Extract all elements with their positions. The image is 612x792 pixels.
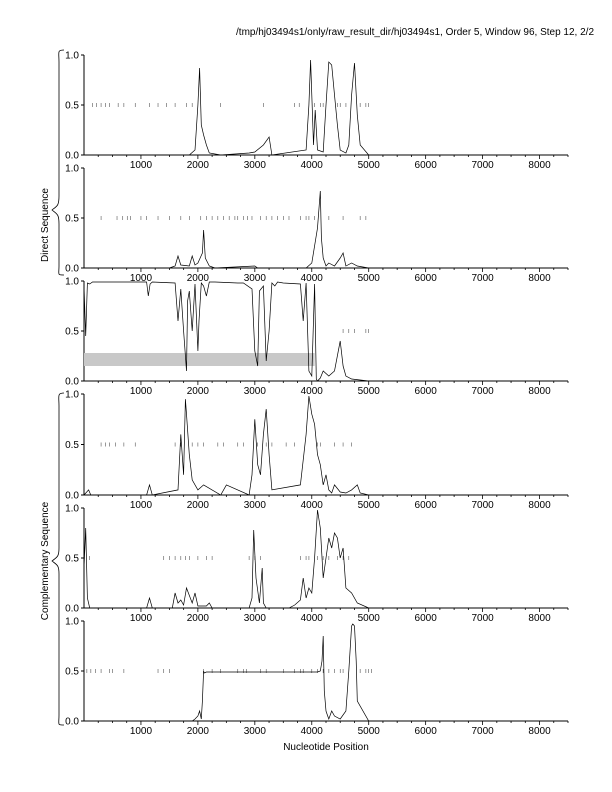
x-tick-label: 2000 [187, 273, 210, 284]
x-tick-label: 4000 [301, 500, 324, 511]
series-line-1 [83, 509, 568, 609]
x-tick-label: 8000 [528, 273, 551, 284]
x-tick-label: 6000 [415, 386, 438, 397]
series-line-1 [84, 623, 568, 722]
y-tick-label: 1.0 [65, 164, 79, 175]
x-tick-label: 5000 [358, 273, 381, 284]
x-tick-label: 3000 [244, 613, 267, 624]
x-tick-label: 3000 [244, 273, 267, 284]
x-tick-label: 4000 [301, 273, 324, 284]
x-tick-label: 2000 [187, 500, 210, 511]
panel-3: 0.0 0.5 1.0 1000 2000 3000 4000 5000 6000 7000 800… [65, 277, 569, 397]
x-tick-label: 6000 [415, 613, 438, 624]
x-tick-label: 5000 [358, 160, 381, 171]
y-tick-label: 0.5 [65, 440, 79, 451]
x-axis-label: Nucleotide Position [283, 742, 369, 753]
series-line-1 [83, 395, 568, 496]
y-tick-label: 0.5 [65, 327, 79, 338]
x-tick-label: 1000 [130, 273, 153, 284]
complementary-sequence-brace [51, 392, 65, 726]
x-tick-label: 8000 [528, 500, 551, 511]
x-tick-label: 5000 [358, 613, 381, 624]
complementary-sequence-label: Complementary Sequence [40, 501, 51, 620]
x-tick-label: 2000 [187, 613, 210, 624]
x-tick-label: 1000 [130, 726, 153, 737]
x-tick-label: 4000 [301, 386, 324, 397]
panel-5: 0.0 0.5 1.0 1000 2000 3000 4000 5000 6000 7000 800… [65, 504, 569, 624]
x-tick-label: 2000 [187, 160, 210, 171]
series-line-1 [84, 190, 568, 269]
y-tick-label: 0.0 [65, 377, 79, 388]
y-tick-label: 0.5 [65, 101, 79, 112]
x-tick-label: 7000 [471, 613, 494, 624]
y-tick-label: 0.0 [65, 491, 79, 502]
direct-sequence-brace [51, 49, 65, 276]
x-tick-label: 8000 [528, 386, 551, 397]
x-tick-label: 5000 [358, 726, 381, 737]
x-tick-label: 7000 [471, 160, 494, 171]
x-tick-label: 6000 [415, 160, 438, 171]
panels: 0.0 0.5 1.0 1000 2000 3000 4000 5000 6000 7000 800… [65, 51, 569, 737]
x-tick-label: 5000 [358, 386, 381, 397]
x-tick-label: 8000 [528, 726, 551, 737]
x-tick-label: 5000 [358, 500, 381, 511]
x-tick-label: 7000 [471, 273, 494, 284]
x-tick-label: 3000 [244, 386, 267, 397]
y-tick-label: 0.0 [65, 264, 79, 275]
x-tick-label: 3000 [244, 500, 267, 511]
x-tick-label: 4000 [301, 613, 324, 624]
x-tick-label: 7000 [471, 500, 494, 511]
y-tick-label: 1.0 [65, 617, 79, 628]
direct-sequence-label: Direct Sequence [40, 188, 51, 262]
y-tick-label: 0.0 [65, 151, 79, 162]
x-tick-label: 1000 [130, 160, 153, 171]
x-tick-label: 6000 [415, 273, 438, 284]
series-line-1 [83, 281, 568, 382]
panel-4: 0.0 0.5 1.0 1000 2000 3000 4000 5000 6000 7000 800… [65, 390, 569, 511]
x-tick-label: 6000 [415, 726, 438, 737]
y-tick-label: 1.0 [65, 390, 79, 401]
y-tick-label: 0.5 [65, 554, 79, 565]
x-tick-label: 1000 [130, 500, 153, 511]
y-tick-label: 0.0 [65, 604, 79, 615]
y-tick-label: 0.5 [65, 214, 79, 225]
x-tick-label: 8000 [528, 160, 551, 171]
x-tick-label: 2000 [187, 386, 210, 397]
panel-2: 0.0 0.5 1.0 1000 2000 3000 4000 5000 6000 7000 800… [65, 164, 569, 284]
y-tick-label: 0.5 [65, 667, 79, 678]
y-tick-label: 1.0 [65, 277, 79, 288]
x-tick-label: 1000 [130, 613, 153, 624]
chart-title: /tmp/hj03494s1/only/raw_result_dir/hj034… [236, 27, 594, 38]
x-tick-label: 7000 [471, 386, 494, 397]
x-tick-label: 3000 [244, 160, 267, 171]
x-tick-label: 8000 [528, 613, 551, 624]
shaded-band [84, 353, 315, 366]
y-tick-label: 1.0 [65, 51, 79, 62]
y-tick-label: 0.0 [65, 717, 79, 728]
y-tick-label: 1.0 [65, 504, 79, 515]
x-tick-label: 4000 [301, 726, 324, 737]
panel-6: 0.0 0.5 1.0 1000 2000 3000 4000 5000 6000 7000 800… [65, 617, 569, 737]
x-tick-label: 6000 [415, 500, 438, 511]
x-tick-label: 2000 [187, 726, 210, 737]
x-tick-label: 3000 [244, 726, 267, 737]
x-tick-label: 1000 [130, 386, 153, 397]
x-tick-label: 7000 [471, 726, 494, 737]
x-tick-label: 4000 [301, 160, 324, 171]
series-line-1 [84, 59, 568, 156]
panel-1: 0.0 0.5 1.0 1000 2000 3000 4000 5000 6000 7000 800… [65, 51, 569, 171]
